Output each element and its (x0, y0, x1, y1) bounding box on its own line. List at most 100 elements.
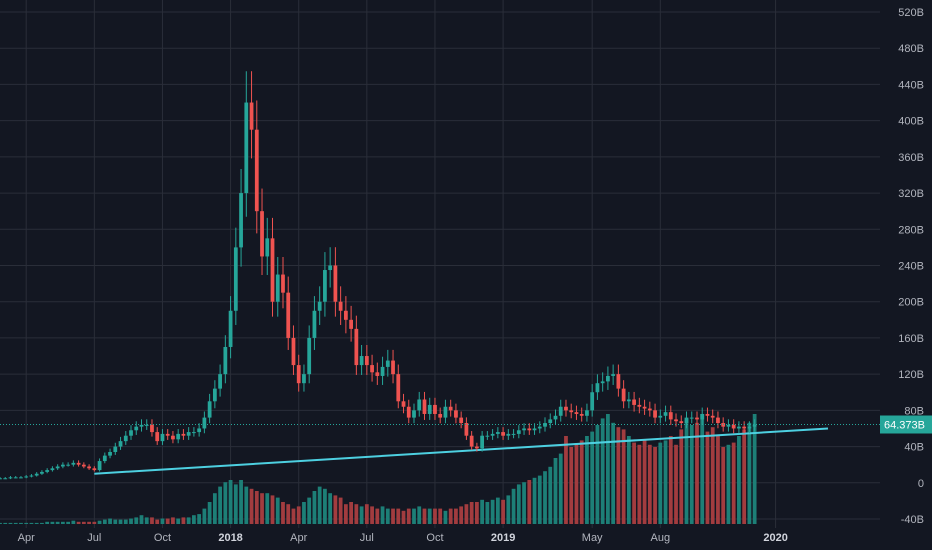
candle-body (197, 428, 202, 433)
candle-body (474, 446, 479, 449)
volume-bar (679, 429, 684, 524)
candle-body (333, 265, 338, 302)
candle-body (532, 428, 537, 431)
volume-bar (134, 517, 139, 524)
volume-bar (92, 521, 97, 524)
volume-bars (0, 414, 757, 524)
volume-bar (427, 508, 432, 524)
volume-bar (144, 517, 149, 524)
candle-body (527, 428, 532, 431)
volume-bar (66, 521, 71, 524)
volume-bar (333, 495, 338, 524)
candle-body (45, 470, 50, 472)
volume-bar (254, 491, 259, 524)
candle-body (668, 412, 673, 420)
candle-body (34, 473, 39, 476)
y-tick-label: -40B (901, 514, 924, 526)
candle-body (92, 468, 97, 471)
candle-body (218, 374, 222, 389)
candle-body (611, 374, 616, 376)
volume-bar (212, 493, 217, 524)
candle-body (150, 424, 154, 433)
candle-body (464, 423, 469, 436)
volume-bar (658, 442, 663, 524)
volume-bar (171, 517, 175, 524)
volume-bar (710, 427, 715, 524)
volume-bar (296, 506, 301, 524)
candle-body (406, 406, 411, 418)
candle-body (118, 441, 123, 447)
volume-bar (370, 506, 374, 524)
candle-body (705, 413, 710, 416)
candle-body (516, 430, 521, 434)
candle-body (81, 464, 86, 467)
volume-bar (244, 486, 249, 524)
y-tick-label: 440B (898, 79, 924, 91)
candle-body (417, 399, 422, 411)
y-tick-label: 400B (898, 116, 924, 128)
volume-bar (590, 431, 595, 524)
candle-body (448, 406, 453, 411)
candle-body (302, 374, 306, 384)
candle-body (239, 193, 243, 248)
volume-bar (516, 484, 521, 524)
candle-body (317, 301, 322, 311)
candle-body (50, 468, 55, 471)
candle-body (270, 238, 275, 302)
candle-body (731, 424, 736, 429)
candle-body (13, 477, 18, 479)
candle-body (19, 477, 23, 479)
x-axis: Apr Jul Oct 2018 Apr Jul Oct 2019 May Aug 2020 (18, 532, 788, 544)
volume-bar (700, 414, 705, 524)
volume-bar (233, 484, 238, 524)
volume-bar (312, 491, 317, 524)
volume-bar (705, 431, 710, 524)
volume-bar (202, 508, 207, 524)
volume-bar (532, 477, 537, 524)
candles[interactable] (0, 71, 757, 480)
candle-body (171, 435, 175, 440)
candle-body (742, 426, 747, 429)
volume-bar (102, 519, 107, 524)
candle-body (123, 435, 128, 442)
x-tick-label: 2018 (218, 532, 242, 544)
candle-body (0, 478, 2, 480)
x-tick-label: Aug (651, 532, 671, 544)
volume-bar (737, 436, 741, 524)
x-tick-label: Jul (360, 532, 374, 544)
volume-bar (490, 499, 495, 524)
volume-bar (338, 497, 343, 524)
candle-body (427, 404, 432, 414)
volume-bar (307, 497, 312, 524)
candle-body (233, 247, 238, 311)
volume-bar (626, 436, 631, 524)
trendline-group[interactable] (94, 427, 829, 475)
volume-bar (689, 425, 694, 524)
candle-body (616, 374, 621, 389)
candle-body (359, 356, 364, 366)
candle-body (29, 475, 34, 477)
volume-bar (616, 427, 621, 524)
volume-bar (459, 506, 464, 524)
candle-body (144, 424, 149, 426)
y-tick-label: 280B (898, 224, 924, 236)
candle-body (485, 435, 490, 437)
candle-body (323, 270, 327, 302)
volume-bar (695, 422, 699, 524)
candle-body (543, 423, 547, 427)
candle-body (181, 433, 186, 436)
volume-bar (239, 480, 243, 524)
candle-body (679, 421, 684, 424)
candle-body (621, 388, 626, 402)
volume-bar (417, 506, 422, 524)
candle-body (396, 374, 401, 402)
y-tick-label: 160B (898, 333, 924, 345)
volume-bar (139, 515, 144, 524)
candle-body (129, 430, 133, 436)
current-price-label: 64.373B (884, 420, 925, 432)
candle-body (108, 452, 112, 456)
volume-bar (249, 488, 254, 524)
candle-body (343, 310, 348, 320)
volume-bar (448, 508, 453, 524)
